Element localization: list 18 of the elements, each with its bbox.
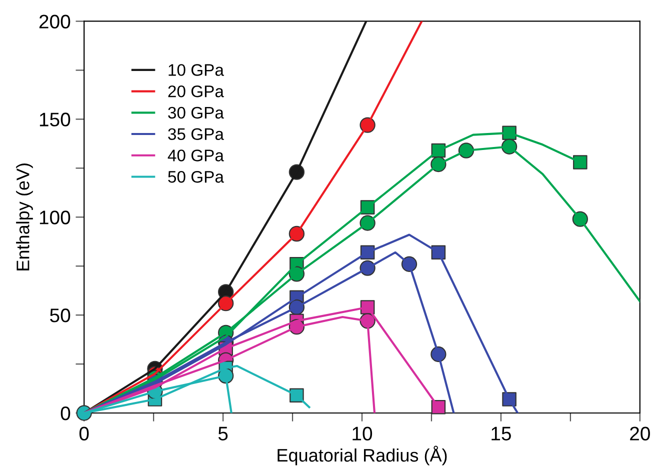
x-axis-title: Equatorial Radius (Å): [278, 446, 447, 466]
y-tick-label: 150: [40, 112, 70, 126]
legend-label: 10 GPa: [168, 64, 224, 76]
x-tick-label: 5: [218, 426, 228, 440]
y-tick-label: 0: [60, 406, 70, 420]
x-tick-label: 15: [492, 426, 511, 440]
legend-label: 30 GPa: [168, 106, 224, 119]
legend-label: 35 GPa: [168, 128, 224, 140]
y-tick-label: 200: [39, 14, 70, 28]
legend-label: 50 GPa: [168, 170, 224, 183]
y-tick-label: 100: [40, 210, 70, 224]
x-tick-label: 0: [79, 426, 89, 440]
legend-label: 20 GPa: [168, 85, 224, 98]
x-tick-label: 20: [630, 426, 650, 440]
x-tick-label: 10: [352, 426, 372, 440]
y-axis-title: Enthalpy (eV): [16, 164, 33, 270]
legend-label: 40 GPa: [168, 150, 224, 162]
y-tick-label: 50: [50, 308, 70, 322]
